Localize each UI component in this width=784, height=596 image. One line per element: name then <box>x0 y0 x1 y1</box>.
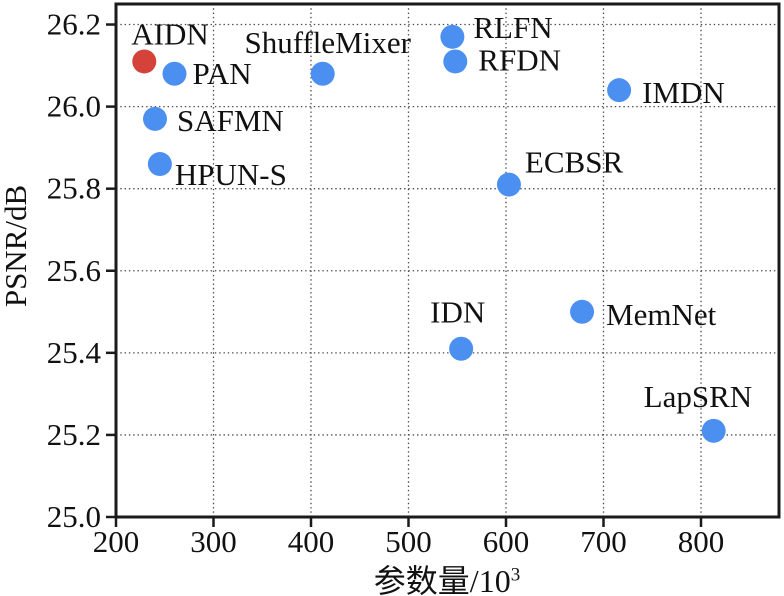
point-label-pan: PAN <box>193 56 252 91</box>
x-tick-label: 700 <box>580 524 627 559</box>
axis-ticks <box>106 23 703 527</box>
y-tick-label: 25.8 <box>47 171 101 206</box>
y-tick-label: 25.4 <box>47 335 102 370</box>
point-label-rlfn: RLFN <box>473 10 552 45</box>
y-tick-label: 25.6 <box>47 253 101 288</box>
point-label-lapsrn: LapSRN <box>644 379 753 414</box>
point-label-safmn: SAFMN <box>177 103 284 138</box>
point-label-idn: IDN <box>430 295 485 330</box>
data-point-pan <box>162 61 187 86</box>
data-point-imdn <box>607 78 632 103</box>
data-point-rlfn <box>440 24 465 49</box>
x-axis-title: 参数量/103 <box>374 556 520 596</box>
x-axis-title-superscript: 3 <box>510 564 521 586</box>
y-axis-title: PSNR/dB <box>0 184 33 308</box>
point-label-shufflemixer: ShuffleMixer <box>244 25 411 60</box>
y-tick-label: 26.0 <box>47 89 101 124</box>
data-point-hpun-s <box>147 152 172 177</box>
point-label-memnet: MemNet <box>606 297 717 332</box>
data-point-idn <box>449 336 474 361</box>
data-point-memnet <box>570 299 595 324</box>
x-tick-label: 200 <box>93 524 140 559</box>
data-point-ecbsr <box>496 172 521 197</box>
y-tick-label: 25.0 <box>47 499 101 534</box>
x-tick-label: 600 <box>483 524 530 559</box>
x-axis-title-base: 参数量/10 <box>373 563 511 596</box>
data-points <box>132 24 726 443</box>
x-tick-label: 400 <box>288 524 335 559</box>
point-label-imdn: IMDN <box>642 75 725 110</box>
x-tick-label: 500 <box>385 524 432 559</box>
data-point-rfdn <box>443 49 468 74</box>
data-point-lapsrn <box>701 418 726 443</box>
plot-border <box>114 2 781 519</box>
data-point-safmn <box>143 106 167 131</box>
gridlines <box>116 4 779 517</box>
point-label-rfdn: RFDN <box>478 42 561 77</box>
x-tick-label: 300 <box>190 524 237 559</box>
y-tick-label: 26.2 <box>47 7 101 42</box>
point-label-hpun-s: HPUN-S <box>175 157 287 192</box>
x-tick-label: 800 <box>678 524 725 559</box>
point-label-aidn: AIDN <box>131 16 209 51</box>
y-tick-label: 25.2 <box>47 417 101 452</box>
data-point-shufflemixer <box>310 61 335 86</box>
data-point-aidn <box>132 49 157 74</box>
point-label-ecbsr: ECBSR <box>525 145 624 180</box>
